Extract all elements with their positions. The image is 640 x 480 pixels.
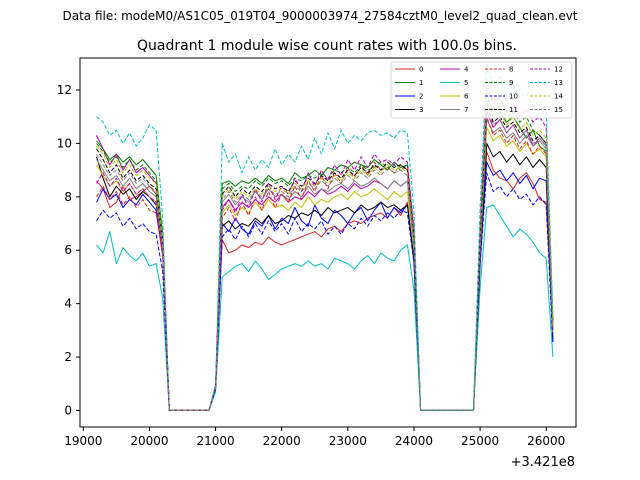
legend-label-5: 5 xyxy=(464,79,468,87)
plot-frame xyxy=(79,57,577,428)
legend-label-13: 13 xyxy=(554,79,563,87)
legend-label-6: 6 xyxy=(464,93,469,101)
x-tick-label: 24000 xyxy=(395,434,433,448)
legend-label-9: 9 xyxy=(509,79,513,87)
legend-label-3: 3 xyxy=(419,106,423,114)
legend-label-11: 11 xyxy=(509,106,518,114)
series-line-7 xyxy=(96,118,554,411)
legend-label-4: 4 xyxy=(464,66,469,74)
legend-label-10: 10 xyxy=(509,93,518,101)
legend-label-14: 14 xyxy=(554,93,563,101)
x-tick-label: 21000 xyxy=(196,434,234,448)
legend-label-2: 2 xyxy=(419,93,423,101)
y-tick-label: 12 xyxy=(57,83,72,97)
chart-title: Quadrant 1 module wise count rates with … xyxy=(137,38,517,54)
legend-label-1: 1 xyxy=(419,79,423,87)
x-tick-label: 22000 xyxy=(263,434,301,448)
figure-suptitle: Data file: modeM0/AS1C05_019T04_90000039… xyxy=(62,9,577,23)
legend-label-7: 7 xyxy=(464,106,468,114)
legend-label-0: 0 xyxy=(419,66,423,74)
plot-area: 19000 20000 21000 22000 23000 24000 25000 26000… xyxy=(57,57,577,448)
x-tick-label: 19000 xyxy=(64,434,102,448)
y-tick-label: 10 xyxy=(57,136,72,150)
x-tick-label: 26000 xyxy=(527,434,565,448)
y-tick-label: 6 xyxy=(64,243,72,257)
x-tick-label: 20000 xyxy=(130,434,168,448)
series-line-12 xyxy=(96,81,554,411)
y-tick-label: 0 xyxy=(64,403,72,417)
y-tick-label: 4 xyxy=(64,297,72,311)
y-tick-label: 8 xyxy=(64,190,72,204)
series-line-15 xyxy=(96,108,554,411)
legend-label-8: 8 xyxy=(509,66,513,74)
y-tick-label: 2 xyxy=(64,350,72,364)
legend-label-12: 12 xyxy=(554,66,563,74)
series-line-11 xyxy=(96,105,554,411)
legend-label-15: 15 xyxy=(554,106,563,114)
x-offset-label: +3.421e8 xyxy=(511,455,575,470)
x-tick-label: 23000 xyxy=(329,434,367,448)
legend-box xyxy=(390,61,573,119)
x-tick-label: 25000 xyxy=(461,434,499,448)
series-line-10 xyxy=(96,172,554,411)
